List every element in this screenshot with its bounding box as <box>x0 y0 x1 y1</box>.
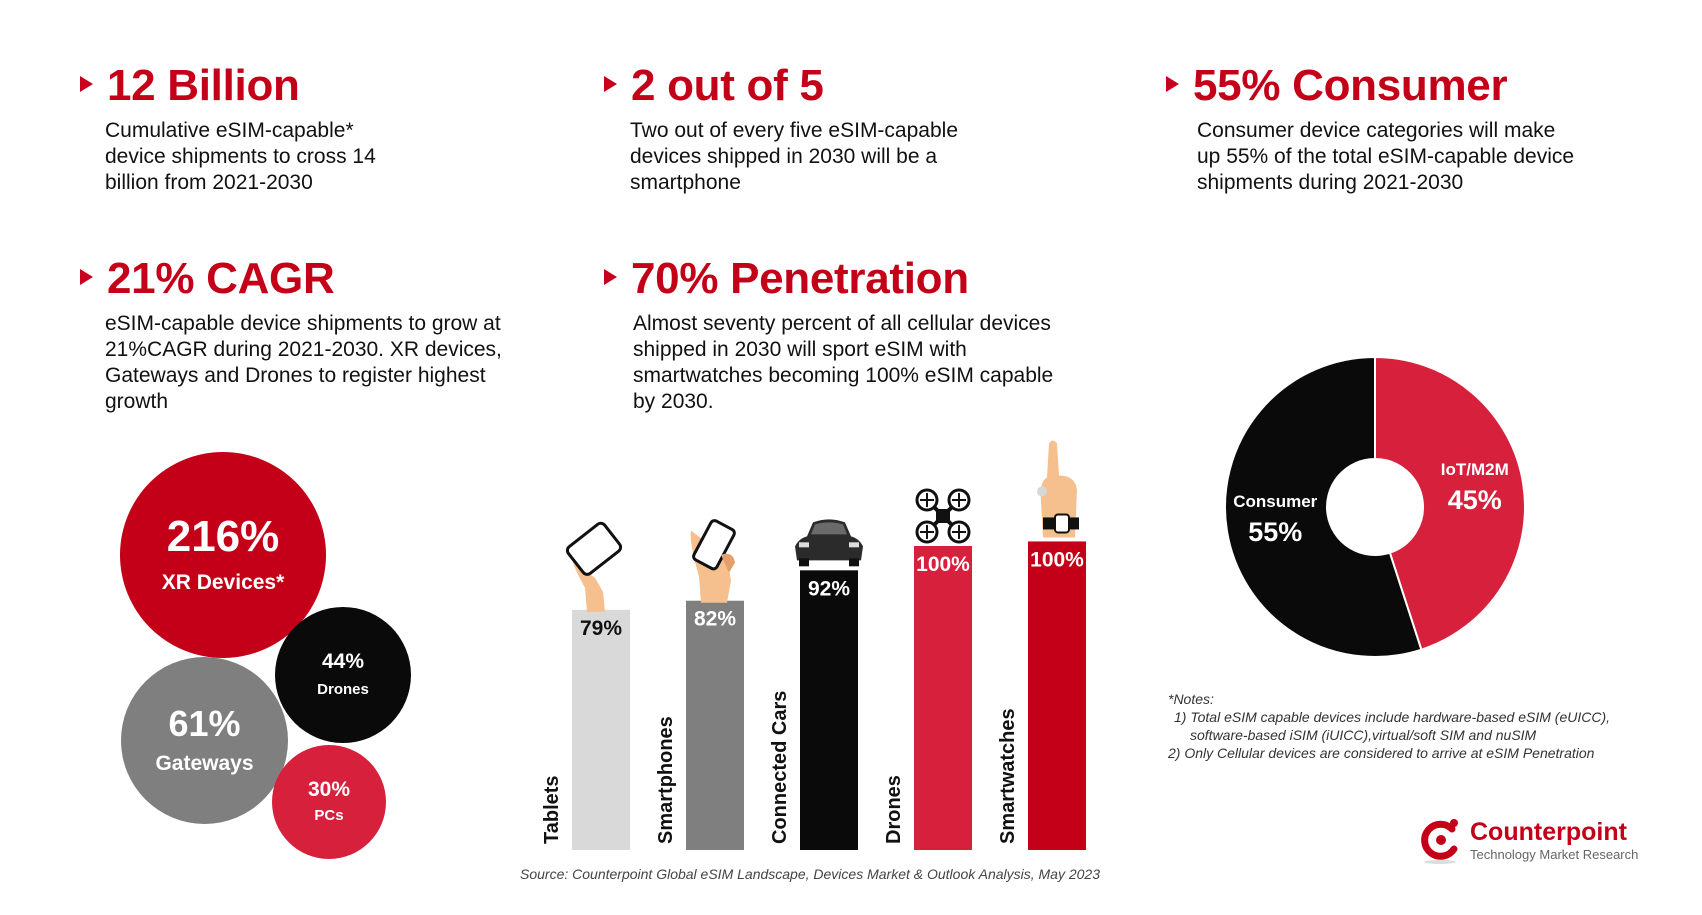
notes-heading: *Notes: <box>1168 691 1214 707</box>
bubble-value: 30% <box>307 778 351 802</box>
bubble-value: 61% <box>168 702 241 744</box>
bubble-label: Gateways <box>155 751 254 775</box>
category-label: Connected Cars <box>769 691 791 844</box>
category-label: Tablets <box>541 775 563 844</box>
bar-tablets <box>572 609 630 850</box>
brand-name: Counterpoint <box>1470 817 1627 846</box>
stat-2-out-of-5: 2 out of 5 Two out of every five eSIM-ca… <box>604 60 990 196</box>
stat-text: Almost seventy percent of all cellular d… <box>633 312 1054 413</box>
stat-title: 2 out of 5 <box>631 61 824 110</box>
source-citation: Source: Counterpoint Global eSIM Landsca… <box>520 866 1100 882</box>
stat-title: 12 Billion <box>107 61 300 110</box>
stat-title: 55% Consumer <box>1193 61 1508 110</box>
slice-value: 45% <box>1448 485 1502 515</box>
stat-text: Consumer device categories will make up … <box>1197 119 1575 194</box>
notes: *Notes: 1) Total eSIM capable devices in… <box>1168 690 1610 762</box>
bubble-label: XR Devices* <box>161 571 285 595</box>
bar-value-label: 82% <box>694 608 736 631</box>
bullet-triangle-icon <box>80 269 93 285</box>
slice-label: Consumer <box>1233 492 1317 511</box>
car-icon <box>795 519 863 567</box>
bubble-value: 44% <box>321 650 365 674</box>
penetration-bar-chart: 79% Tablets 82% Smartphones 92% Connected Car… <box>541 440 1086 850</box>
bubble-drones: 44% Drones <box>275 607 411 743</box>
bar-smartphones <box>686 600 744 850</box>
category-label: Smartwatches <box>997 708 1019 844</box>
bubble-label: PCs <box>314 807 344 825</box>
bubble-value: 216% <box>166 512 280 562</box>
bar-smartwatches <box>1028 541 1086 850</box>
stat-text: Two out of every five eSIM-capable devic… <box>630 119 958 194</box>
bar-value-label: 92% <box>808 577 850 600</box>
brand-tagline: Technology Market Research <box>1470 846 1639 862</box>
bubble-xr-devices: 216% XR Devices* <box>120 452 326 658</box>
smartphone-in-hand-icon <box>690 519 736 603</box>
stat-21-cagr: 21% CAGR eSIM-capable device shipments t… <box>80 253 535 415</box>
bar-value-label: 79% <box>580 617 622 640</box>
bubble-gateways: 61% Gateways <box>121 657 288 824</box>
counterpoint-logo: Counterpoint Technology Market Research <box>1418 815 1638 865</box>
stat-title: 21% CAGR <box>107 254 335 303</box>
slice-iot-m2m <box>1374 355 1526 651</box>
slice-label: IoT/M2M <box>1441 460 1509 479</box>
note-1: 1) Total eSIM capable devices include ha… <box>1174 709 1611 725</box>
stat-text: eSIM-capable device shipments to grow at… <box>105 312 502 413</box>
stat-title: 70% Penetration <box>631 254 969 303</box>
consumer-iot-donut-chart: IoT/M2M 45% Consumer 55% <box>1224 355 1526 658</box>
category-label: Smartphones <box>655 716 677 844</box>
smartwatch-hand-icon <box>1037 440 1079 538</box>
note-1-cont: software-based iSIM (iUICC),virtual/soft… <box>1190 727 1537 743</box>
bar-connected-cars <box>800 570 858 850</box>
stat-text: Cumulative eSIM-capable* device shipment… <box>105 119 376 194</box>
slice-consumer <box>1224 355 1423 658</box>
bubble-label: Drones <box>317 681 369 699</box>
tablet-in-hand-icon <box>565 521 623 612</box>
category-label: Drones <box>883 775 905 844</box>
bullet-triangle-icon <box>604 76 617 92</box>
bullet-triangle-icon <box>1166 76 1179 92</box>
slice-value: 55% <box>1248 517 1302 547</box>
bubble-pcs: 30% PCs <box>272 745 386 859</box>
counterpoint-mark-icon <box>1421 819 1458 864</box>
bar-value-label: 100% <box>1030 548 1084 571</box>
bullet-triangle-icon <box>604 269 617 285</box>
bullet-triangle-icon <box>80 76 93 92</box>
bar-drones <box>914 546 972 850</box>
stat-12-billion: 12 Billion Cumulative eSIM-capable* devi… <box>80 60 405 196</box>
bar-value-label: 100% <box>916 553 970 576</box>
drone-icon <box>915 488 971 544</box>
stat-55-consumer: 55% Consumer Consumer device categories … <box>1166 60 1577 196</box>
note-2: 2) Only Cellular devices are considered … <box>1168 745 1595 761</box>
stat-70-penetration: 70% Penetration Almost seventy percent o… <box>604 253 1073 415</box>
